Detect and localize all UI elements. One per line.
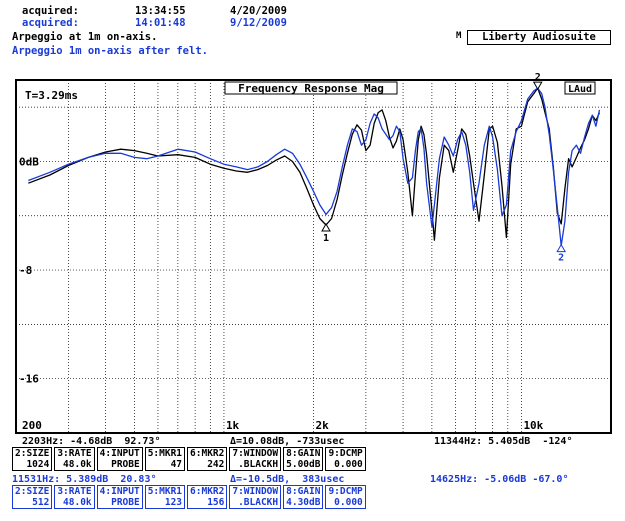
param-value: 1024: [26, 459, 50, 470]
x-tick-label: 200: [22, 419, 42, 432]
black-param-rate[interactable]: 3:RATE 48.0k: [54, 447, 95, 471]
blue-param-window[interactable]: 7:WINDOW .BLACKH: [229, 485, 282, 509]
marker-blue-label: 2: [558, 253, 564, 264]
param-value: 0.000: [334, 459, 363, 470]
marker-blue-triangle: [556, 243, 567, 253]
blue-param-size[interactable]: 2:SIZE 512: [12, 485, 53, 509]
acquired-time-2: 14:01:48: [135, 17, 186, 29]
readout-blue-right: 14625Hz: -5.06dB -67.0°: [430, 474, 569, 485]
chart-title-box: [224, 81, 398, 95]
black-param-gain[interactable]: 8:GAIN 5.00dB: [283, 447, 324, 471]
param-key: 2:SIZE: [15, 486, 50, 497]
param-value: PROBE: [111, 459, 140, 470]
blue-param-input[interactable]: 4:INPUT PROBE: [96, 485, 143, 509]
param-key: 5:MKR1: [147, 486, 183, 497]
readout-black-mid: Δ=10.08dB, -733usec: [230, 436, 345, 447]
black-param-size[interactable]: 2:SIZE 1024: [12, 447, 53, 471]
param-key: 9:DCMP: [328, 486, 363, 497]
readout-blue-mid: Δ=-10.5dB, 383usec: [230, 474, 345, 485]
series-line-blue: [28, 87, 601, 247]
acquired-date-1: 4/20/2009: [230, 5, 287, 17]
brand-label: Liberty Audiosuite: [467, 30, 611, 45]
blue-param-rate[interactable]: 3:RATE 48.0k: [54, 485, 95, 509]
black-param-mkr2[interactable]: 6:MKR2 242: [187, 447, 228, 471]
param-value: PROBE: [111, 497, 140, 508]
series-line-black: [28, 87, 601, 241]
x-tick-label: 1k: [226, 419, 240, 432]
acquired-date-2: 9/12/2009: [230, 17, 287, 29]
marker-1-label: 1: [323, 233, 329, 244]
param-key: 4:INPUT: [99, 486, 140, 497]
acquired-label-1: acquired:: [22, 5, 79, 17]
param-key: 3:RATE: [57, 448, 92, 459]
blue-param-dcmp[interactable]: 9:DCMP 0.000: [325, 485, 366, 509]
black-param-window[interactable]: 7:WINDOW .BLACKH: [229, 447, 282, 471]
param-key: 5:MKR1: [147, 448, 183, 459]
param-key: 9:DCMP: [328, 448, 363, 459]
param-value: 5.00dB: [286, 459, 321, 470]
marker-2-label: 2: [535, 72, 541, 83]
acquired-label-2: acquired:: [22, 17, 79, 29]
y-tick-label: 0dB: [19, 155, 39, 168]
params-black-row: 2:SIZE 1024 3:RATE 48.0k 4:INPUT PROBE 5:MKR1 4…: [12, 447, 368, 471]
acquired-time-1: 13:34:55: [135, 5, 186, 17]
blue-param-gain[interactable]: 8:GAIN 4.30dB: [283, 485, 324, 509]
blue-param-mkr2[interactable]: 6:MKR2 156: [187, 485, 228, 509]
param-key: 6:MKR2: [190, 448, 225, 459]
param-value: 242: [207, 459, 225, 470]
time-annotation: T=3.29ms: [25, 89, 78, 102]
chart-tag: LAud: [568, 84, 592, 95]
param-key: 4:INPUT: [99, 448, 140, 459]
param-value: 4.30dB: [286, 497, 321, 508]
trace2-name: Arpeggio 1m on-axis after felt.: [12, 45, 208, 57]
y-tick-label: -16: [19, 373, 39, 386]
param-key: 8:GAIN: [286, 448, 321, 459]
param-value: 123: [164, 497, 183, 508]
param-key: 2:SIZE: [15, 448, 50, 459]
black-param-mkr1[interactable]: 5:MKR1 47: [144, 447, 186, 471]
x-tick-label: 2k: [316, 419, 330, 432]
black-param-dcmp[interactable]: 9:DCMP 0.000: [325, 447, 366, 471]
param-value: 48.0k: [63, 459, 92, 470]
chart-tag-box: [564, 81, 596, 95]
param-value: 47: [170, 459, 183, 470]
black-param-input[interactable]: 4:INPUT PROBE: [96, 447, 143, 471]
readout-black-right: 11344Hz: 5.405dB -124°: [434, 436, 573, 447]
trace1-name: Arpeggio at 1m on-axis.: [12, 31, 158, 43]
params-blue-row: 2:SIZE 512 3:RATE 48.0k 4:INPUT PROBE 5:MKR1 12…: [12, 485, 368, 509]
param-value: 0.000: [334, 497, 363, 508]
param-key: 7:WINDOW: [232, 486, 279, 497]
marker-1-triangle: [321, 222, 331, 232]
marker-2-triangle: [532, 81, 543, 91]
readout-black-left: 2203Hz: -4.68dB 92.73°: [22, 436, 161, 447]
chart-title: Frequency Response Mag: [238, 82, 384, 95]
blue-param-mkr1[interactable]: 5:MKR1 123: [144, 485, 186, 509]
param-value: .BLACKH: [238, 497, 279, 508]
param-value: 156: [207, 497, 225, 508]
param-key: 3:RATE: [57, 486, 92, 497]
param-value: 48.0k: [63, 497, 92, 508]
brand-mark: M: [456, 31, 462, 41]
param-value: 512: [32, 497, 50, 508]
x-tick-label: 10k: [523, 419, 543, 432]
param-key: 7:WINDOW: [232, 448, 279, 459]
readout-blue-left: 11531Hz: 5.389dB 20.83°: [12, 474, 157, 485]
y-tick-label: -8: [19, 264, 32, 277]
param-key: 8:GAIN: [286, 486, 321, 497]
param-key: 6:MKR2: [190, 486, 225, 497]
param-value: .BLACKH: [238, 459, 279, 470]
